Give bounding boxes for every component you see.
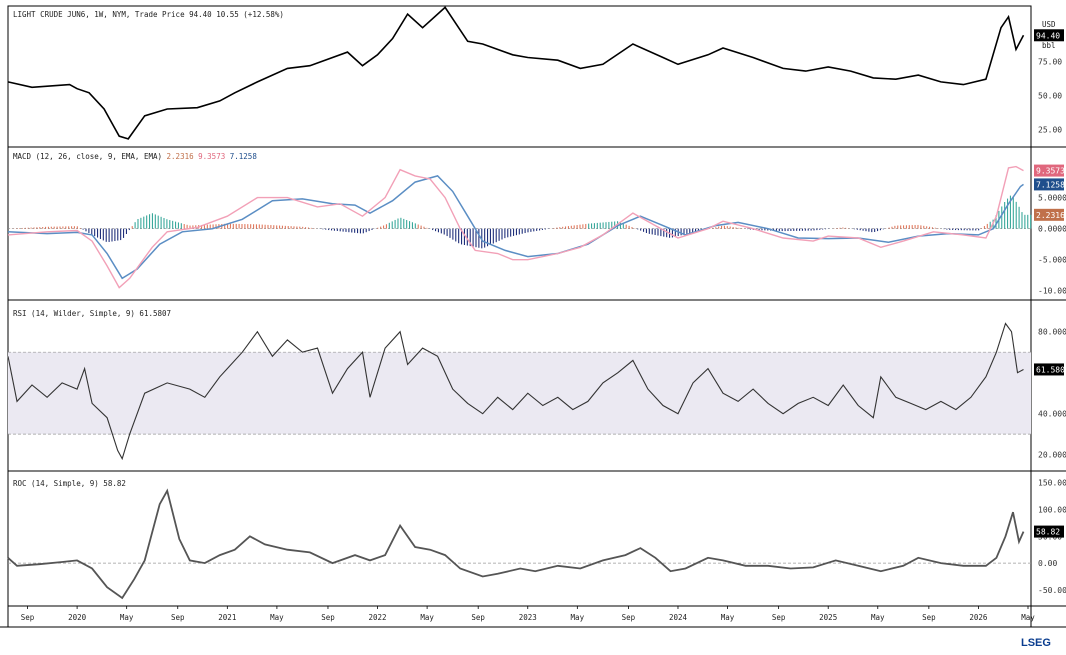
macd-tick-3: -10.0000 — [1038, 287, 1066, 296]
x-tick-label-2: May — [120, 613, 134, 622]
x-tick-label-12: Sep — [622, 613, 636, 622]
rsi-tick-0: 80.0000 — [1038, 328, 1066, 337]
macd-label: MACD (12, 26, close, 9, EMA, EMA) — [13, 152, 167, 161]
roc-tick-4: -50.00 — [1038, 586, 1066, 595]
macd-line — [8, 176, 1024, 278]
rsi-tick-2: 20.0000 — [1038, 451, 1066, 460]
price-last-tag: 94.40 — [1036, 31, 1060, 40]
rsi-panel-title: RSI (14, Wilder, Simple, 9) 61.5807 — [13, 309, 171, 318]
price-tick-1: 50.00 — [1038, 91, 1062, 100]
macd-tick-1: 0.0000 — [1038, 225, 1066, 234]
x-tick-label-9: Sep — [471, 613, 485, 622]
x-tick-label-4: 2021 — [218, 613, 236, 622]
macd-hist-tag: 2.2316 — [1036, 211, 1065, 220]
roc-tick-3: 0.00 — [1038, 559, 1057, 568]
macd-line-tag: 7.1258 — [1036, 180, 1065, 189]
x-tick-label-16: 2025 — [819, 613, 837, 622]
macd-tick-0: 5.0000 — [1038, 194, 1066, 203]
roc-tick-0: 150.00 — [1038, 479, 1066, 488]
price-tick-0: 75.00 — [1038, 58, 1062, 67]
x-tick-label-5: May — [270, 613, 284, 622]
x-tick-label-10: 2023 — [519, 613, 537, 622]
x-tick-label-6: Sep — [321, 613, 335, 622]
roc-last-tag: 58.82 — [1036, 528, 1060, 537]
x-tick-label-14: May — [721, 613, 735, 622]
macd-panel-title: MACD (12, 26, close, 9, EMA, EMA) 2.2316… — [13, 152, 257, 161]
x-tick-label-20: May — [1021, 613, 1035, 622]
brand-label: LSEG — [1021, 637, 1051, 649]
price-panel-title: LIGHT CRUDE JUN6, 1W, NYM, Trade Price 9… — [13, 10, 284, 19]
macd-signal-line — [8, 167, 1024, 288]
x-tick-label-13: 2024 — [669, 613, 688, 622]
x-tick-label-8: May — [420, 613, 434, 622]
unit-label: bbl — [1042, 41, 1056, 50]
x-tick-label-17: May — [871, 613, 885, 622]
x-tick-label-7: 2022 — [369, 613, 387, 622]
roc-line — [8, 491, 1024, 598]
price-line — [8, 7, 1024, 139]
price-tick-2: 25.00 — [1038, 125, 1062, 134]
x-tick-label-3: Sep — [171, 613, 185, 622]
x-tick-label-19: 2026 — [969, 613, 988, 622]
x-tick-label-11: May — [571, 613, 585, 622]
x-tick-label-0: Sep — [21, 613, 35, 622]
roc-tick-1: 100.00 — [1038, 506, 1066, 515]
rsi-tick-1: 40.0000 — [1038, 410, 1066, 419]
x-tick-label-1: 2020 — [68, 613, 87, 622]
roc-panel-title: ROC (14, Simple, 9) 58.82 — [13, 479, 126, 488]
x-tick-label-18: Sep — [922, 613, 936, 622]
rsi-last-tag: 61.5807 — [1036, 365, 1066, 374]
macd-tick-2: -5.0000 — [1038, 256, 1066, 265]
macd-hist-value: 2.2316 — [167, 152, 199, 161]
macd-signal-value: 9.3573 — [198, 152, 230, 161]
currency-label: USD — [1042, 20, 1056, 29]
macd-line-value: 7.1258 — [230, 152, 258, 161]
macd-signal-tag: 9.3573 — [1036, 167, 1065, 176]
x-tick-label-15: Sep — [772, 613, 786, 622]
